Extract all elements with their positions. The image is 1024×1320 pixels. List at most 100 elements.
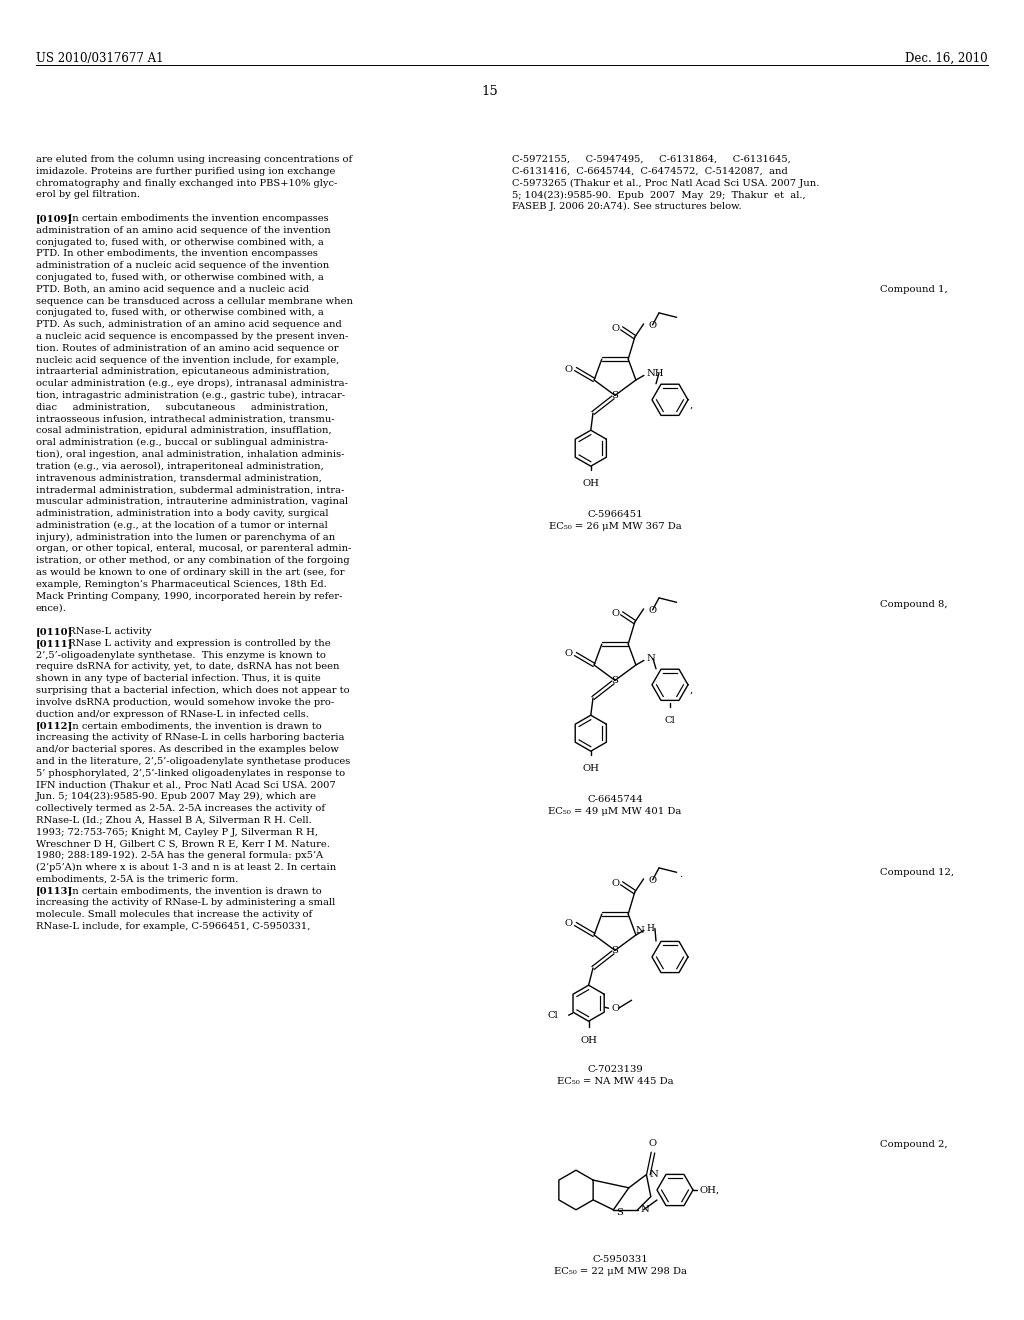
Text: and in the literature, 2’,5’-oligoadenylate synthetase produces: and in the literature, 2’,5’-oligoadenyl…	[36, 756, 350, 766]
Text: O: O	[564, 649, 572, 659]
Text: administration of an amino acid sequence of the invention: administration of an amino acid sequence…	[36, 226, 331, 235]
Text: RNase-L activity: RNase-L activity	[62, 627, 152, 636]
Text: EC₅₀ = 26 μM MW 367 Da: EC₅₀ = 26 μM MW 367 Da	[549, 521, 681, 531]
Text: C-5973265 (Thakur et al., Proc Natl Acad Sci USA. 2007 Jun.: C-5973265 (Thakur et al., Proc Natl Acad…	[512, 178, 819, 187]
Text: intraosseous infusion, intrathecal administration, transmu-: intraosseous infusion, intrathecal admin…	[36, 414, 335, 424]
Text: administration, administration into a body cavity, surgical: administration, administration into a bo…	[36, 510, 329, 517]
Text: example, Remington’s Pharmaceutical Sciences, 18th Ed.: example, Remington’s Pharmaceutical Scie…	[36, 579, 327, 589]
Text: molecule. Small molecules that increase the activity of: molecule. Small molecules that increase …	[36, 911, 312, 919]
Text: a nucleic acid sequence is encompassed by the present inven-: a nucleic acid sequence is encompassed b…	[36, 333, 348, 341]
Text: diac     administration,     subcutaneous     administration,: diac administration, subcutaneous admini…	[36, 403, 329, 412]
Text: intravenous administration, transdermal administration,: intravenous administration, transdermal …	[36, 474, 322, 483]
Text: organ, or other topical, enteral, mucosal, or parenteral admin-: organ, or other topical, enteral, mucosa…	[36, 544, 351, 553]
Text: as would be known to one of ordinary skill in the art (see, for: as would be known to one of ordinary ski…	[36, 568, 344, 577]
Text: Dec. 16, 2010: Dec. 16, 2010	[905, 51, 988, 65]
Text: RNase-L include, for example, C-5966451, C-5950331,: RNase-L include, for example, C-5966451,…	[36, 921, 310, 931]
Text: and/or bacterial spores. As described in the examples below: and/or bacterial spores. As described in…	[36, 744, 339, 754]
Text: duction and/or expresson of RNase-L in infected cells.: duction and/or expresson of RNase-L in i…	[36, 710, 309, 718]
Text: PTD. Both, an amino acid sequence and a nucleic acid: PTD. Both, an amino acid sequence and a …	[36, 285, 309, 294]
Text: C-5950331: C-5950331	[592, 1255, 648, 1265]
Text: S: S	[611, 391, 618, 400]
Text: involve dsRNA production, would somehow invoke the pro-: involve dsRNA production, would somehow …	[36, 698, 334, 706]
Text: IFN induction (Thakur et al., Proc Natl Acad Sci USA. 2007: IFN induction (Thakur et al., Proc Natl …	[36, 780, 336, 789]
Text: Compound 2,: Compound 2,	[880, 1140, 947, 1148]
Text: N: N	[649, 1170, 658, 1179]
Text: sequence can be transduced across a cellular membrane when: sequence can be transduced across a cell…	[36, 297, 353, 306]
Text: O: O	[564, 364, 572, 374]
Text: C-6645744: C-6645744	[587, 795, 643, 804]
Text: O: O	[648, 606, 656, 615]
Text: ,: ,	[690, 400, 693, 409]
Text: 15: 15	[481, 84, 499, 98]
Text: C-5972155,     C-5947495,     C-6131864,     C-6131645,: C-5972155, C-5947495, C-6131864, C-61316…	[512, 154, 791, 164]
Text: C-6131416,  C-6645744,  C-6474572,  C-5142087,  and: C-6131416, C-6645744, C-6474572, C-51420…	[512, 166, 787, 176]
Text: Jun. 5; 104(23):9585-90. Epub 2007 May 29), which are: Jun. 5; 104(23):9585-90. Epub 2007 May 2…	[36, 792, 317, 801]
Text: O: O	[611, 879, 620, 888]
Text: S: S	[616, 1208, 624, 1217]
Text: Cl: Cl	[665, 715, 676, 725]
Text: RNase L activity and expression is controlled by the: RNase L activity and expression is contr…	[62, 639, 331, 648]
Text: PTD. In other embodiments, the invention encompasses: PTD. In other embodiments, the invention…	[36, 249, 317, 259]
Text: O: O	[649, 1139, 657, 1148]
Text: tion, intragastric administration (e.g., gastric tube), intracar-: tion, intragastric administration (e.g.,…	[36, 391, 345, 400]
Text: 1980; 288:189-192). 2-5A has the general formula: px5’A: 1980; 288:189-192). 2-5A has the general…	[36, 851, 324, 861]
Text: US 2010/0317677 A1: US 2010/0317677 A1	[36, 51, 164, 65]
Text: imidazole. Proteins are further purified using ion exchange: imidazole. Proteins are further purified…	[36, 166, 336, 176]
Text: Cl: Cl	[548, 1011, 559, 1020]
Text: istration, or other method, or any combination of the forgoing: istration, or other method, or any combi…	[36, 556, 349, 565]
Text: S: S	[611, 676, 618, 685]
Text: Wreschner D H, Gilbert C S, Brown R E, Kerr I M. Nature.: Wreschner D H, Gilbert C S, Brown R E, K…	[36, 840, 330, 849]
Text: O: O	[611, 609, 620, 618]
Text: conjugated to, fused with, or otherwise combined with, a: conjugated to, fused with, or otherwise …	[36, 238, 324, 247]
Text: erol by gel filtration.: erol by gel filtration.	[36, 190, 140, 199]
Text: intradermal administration, subdermal administration, intra-: intradermal administration, subdermal ad…	[36, 486, 344, 495]
Text: H: H	[647, 924, 654, 933]
Text: shown in any type of bacterial infection. Thus, it is quite: shown in any type of bacterial infection…	[36, 675, 321, 684]
Text: EC₅₀ = 49 μM MW 401 Da: EC₅₀ = 49 μM MW 401 Da	[548, 807, 682, 816]
Text: [0111]: [0111]	[36, 639, 74, 648]
Text: RNase-L (Id.; Zhou A, Hassel B A, Silverman R H. Cell.: RNase-L (Id.; Zhou A, Hassel B A, Silver…	[36, 816, 311, 825]
Text: FASEB J. 2006 20:A74). See structures below.: FASEB J. 2006 20:A74). See structures be…	[512, 202, 741, 211]
Text: are eluted from the column using increasing concentrations of: are eluted from the column using increas…	[36, 154, 352, 164]
Text: In certain embodiments the invention encompasses: In certain embodiments the invention enc…	[62, 214, 329, 223]
Text: 5’ phosphorylated, 2’,5’-linked oligoadenylates in response to: 5’ phosphorylated, 2’,5’-linked oligoade…	[36, 768, 345, 777]
Text: collectively termed as 2-5A. 2-5A increases the activity of: collectively termed as 2-5A. 2-5A increa…	[36, 804, 326, 813]
Text: increasing the activity of RNase-L by administering a small: increasing the activity of RNase-L by ad…	[36, 899, 335, 907]
Text: increasing the activity of RNase-L in cells harboring bacteria: increasing the activity of RNase-L in ce…	[36, 733, 344, 742]
Text: conjugated to, fused with, or otherwise combined with, a: conjugated to, fused with, or otherwise …	[36, 273, 324, 282]
Text: [0109]: [0109]	[36, 214, 73, 223]
Text: OH: OH	[581, 1036, 597, 1045]
Text: administration of a nucleic acid sequence of the invention: administration of a nucleic acid sequenc…	[36, 261, 330, 271]
Text: S: S	[611, 946, 618, 954]
Text: ,: ,	[690, 685, 693, 694]
Text: N: N	[647, 653, 655, 663]
Text: PTD. As such, administration of an amino acid sequence and: PTD. As such, administration of an amino…	[36, 321, 342, 329]
Text: (2’p5’A)n where x is about 1-3 and n is at least 2. In certain: (2’p5’A)n where x is about 1-3 and n is …	[36, 863, 336, 873]
Text: C-7023139: C-7023139	[587, 1065, 643, 1074]
Text: .: .	[679, 870, 682, 879]
Text: NH: NH	[647, 368, 665, 378]
Text: N: N	[635, 925, 644, 935]
Text: [0112]: [0112]	[36, 722, 74, 730]
Text: muscular administration, intrauterine administration, vaginal: muscular administration, intrauterine ad…	[36, 498, 348, 506]
Text: EC₅₀ = 22 μM MW 298 Da: EC₅₀ = 22 μM MW 298 Da	[554, 1267, 686, 1276]
Text: embodiments, 2-5A is the trimeric form.: embodiments, 2-5A is the trimeric form.	[36, 875, 239, 884]
Text: ence).: ence).	[36, 603, 67, 612]
Text: OH: OH	[583, 479, 599, 488]
Text: 1993; 72:753-765; Knight M, Cayley P J, Silverman R H,: 1993; 72:753-765; Knight M, Cayley P J, …	[36, 828, 318, 837]
Text: [0113]: [0113]	[36, 887, 73, 895]
Text: O: O	[648, 321, 656, 330]
Text: O: O	[611, 1003, 620, 1012]
Text: nucleic acid sequence of the invention include, for example,: nucleic acid sequence of the invention i…	[36, 355, 339, 364]
Text: Mack Printing Company, 1990, incorporated herein by refer-: Mack Printing Company, 1990, incorporate…	[36, 591, 342, 601]
Text: 2’,5’-oligoadenylate synthetase.  This enzyme is known to: 2’,5’-oligoadenylate synthetase. This en…	[36, 651, 326, 660]
Text: chromatography and finally exchanged into PBS+10% glyc-: chromatography and finally exchanged int…	[36, 178, 337, 187]
Text: 5; 104(23):9585-90.  Epub  2007  May  29;  Thakur  et  al.,: 5; 104(23):9585-90. Epub 2007 May 29; Th…	[512, 190, 806, 199]
Text: In certain embodiments, the invention is drawn to: In certain embodiments, the invention is…	[62, 722, 323, 730]
Text: EC₅₀ = NA MW 445 Da: EC₅₀ = NA MW 445 Da	[557, 1077, 674, 1086]
Text: cosal administration, epidural administration, insufflation,: cosal administration, epidural administr…	[36, 426, 332, 436]
Text: tion), oral ingestion, anal administration, inhalation adminis-: tion), oral ingestion, anal administrati…	[36, 450, 344, 459]
Text: O: O	[611, 323, 620, 333]
Text: conjugated to, fused with, or otherwise combined with, a: conjugated to, fused with, or otherwise …	[36, 309, 324, 317]
Text: intraarterial administration, epicutaneous administration,: intraarterial administration, epicutaneo…	[36, 367, 330, 376]
